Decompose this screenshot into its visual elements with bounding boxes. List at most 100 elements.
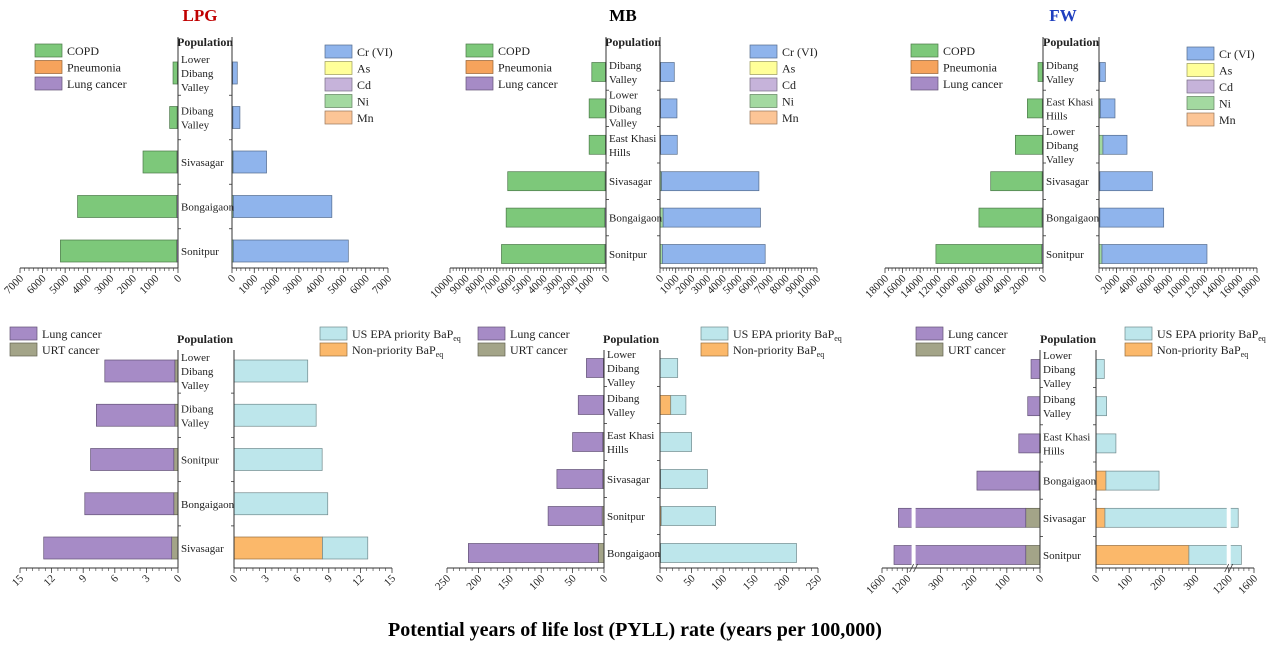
bar-left-urt-cancer-2 [173,448,179,471]
axis-break-gap [911,544,916,566]
legend-label: Ni [357,95,370,109]
bar-left-copd-2 [588,134,606,155]
tick-label: 200 [772,572,793,593]
category-label: Bongaigaon [1043,476,1097,488]
category-label: Sivasagar [609,176,652,188]
legend-label: Pneumonia [67,61,122,75]
axis-break-mark [909,563,918,573]
bar-right-ni-2 [1098,134,1104,155]
center-axis-label: Population [177,332,233,346]
tick-label: 50 [681,572,698,589]
legend-swatch [700,342,729,357]
tick-label: 200 [960,572,981,593]
bar-right-cr-vi--4 [232,239,349,263]
tick-label: 5000 [326,272,350,296]
category-label: Sonitpur [1043,550,1081,562]
tick-label: 3 [259,572,272,585]
legend-label: Non-priority BaPeq [352,343,443,359]
bar-left-copd-4 [978,207,1043,228]
category-label: Bongaigaon [181,499,235,511]
tick-label: 6 [291,572,304,585]
bar-left-copd-0 [591,62,606,82]
category-label: Lower Dibang Valley [609,89,642,129]
tick-label: 0 [600,272,613,285]
category-label: Lower Dibang Valley [181,352,214,392]
tick-label: 5000 [47,272,71,296]
bar-right-cr-vi--4 [1099,207,1165,228]
bar-left-copd-3 [507,171,606,192]
bar-left-lung-cancer-5 [468,543,599,563]
category-label: Sonitpur [607,511,645,523]
legend-swatch [324,61,353,75]
tick-label: 12 [41,573,57,589]
legend-label: Non-priority BaPeq [733,343,824,359]
bar-left-lung-cancer-1 [1027,396,1041,417]
panel-title-mb: MB [609,6,637,25]
tick-label: 150 [496,572,517,593]
tick-label: 0 [172,572,185,585]
tick-label: 7000 [370,272,394,296]
tick-label: 250 [433,572,454,593]
legend-label: Cd [1219,80,1233,94]
category-label: Bongaigaon [609,213,663,225]
bar-right-cr-vi--2 [660,134,678,155]
legend-swatch [1186,46,1215,61]
legend-swatch [915,326,944,341]
tick-label: 300 [1182,572,1203,593]
bar-left-lung-cancer-1 [577,395,604,415]
legend-label: Lung cancer [948,327,1008,341]
tick-label: 150 [741,572,762,593]
left-legend [915,326,944,357]
legend-label: Lung cancer [498,77,558,91]
category-label: Lower Dibang Valley [607,349,640,389]
axis-break-gap [911,507,916,529]
left-legend [477,326,506,357]
bar-left-lung-cancer-4 [898,507,1027,528]
tick-label: 2000 [1008,272,1032,296]
tick-label: 100 [527,572,548,593]
legend-swatch [910,60,939,74]
legend-swatch [319,326,348,341]
legend-swatch [910,43,939,58]
legend-swatch [465,43,494,58]
tick-label: 0 [598,572,611,585]
legend-swatch [915,342,944,357]
legend-label: As [782,62,796,76]
bar-right-cr-vi--3 [232,195,333,218]
left-legend [910,43,939,91]
bar-left-lung-cancer-2 [90,448,175,471]
bar-left-copd-5 [935,244,1043,264]
category-label: Sivasagar [1043,513,1086,525]
legend-label: URT cancer [42,343,99,357]
legend-label: Mn [357,111,374,125]
tick-label: 0 [228,572,241,585]
legend-label: As [1219,64,1233,78]
bar-right-cr-vi--2 [232,150,267,174]
tick-label: 2000 [115,272,139,296]
category-label: Dibang Valley [609,60,642,86]
panel-mb-disease: Population Dibang Valley Lower Dibang Valley E… [428,35,823,301]
legend-swatch [34,76,63,91]
tick-label: 12 [350,573,366,589]
center-axis-label: Population [1040,332,1096,346]
bar-left-copd-1 [588,98,606,119]
bar-right-non-priority-bapeq-1 [659,395,672,415]
category-label: Sivasagar [1046,176,1089,188]
axis-break-gap [1226,507,1231,529]
category-label: Dibang Valley [181,106,214,132]
legend-swatch [1124,326,1153,341]
center-axis-label: Population [605,35,661,49]
legend-label: Mn [1219,113,1236,127]
bar-left-lung-cancer-4 [547,506,603,526]
tick-label: 7000 [2,272,26,296]
legend-label: Lung cancer [510,327,570,341]
tick-label: 2000 [259,272,283,296]
tick-label: 15 [382,572,399,589]
category-label: Bongaigaon [607,548,661,560]
legend-label: COPD [943,44,975,58]
bar-left-copd-1 [169,106,178,129]
legend-swatch [1186,63,1215,77]
legend-label: URT cancer [948,343,1005,357]
bar-left-urt-cancer-4 [1025,507,1041,528]
bar-left-copd-0 [172,61,178,85]
